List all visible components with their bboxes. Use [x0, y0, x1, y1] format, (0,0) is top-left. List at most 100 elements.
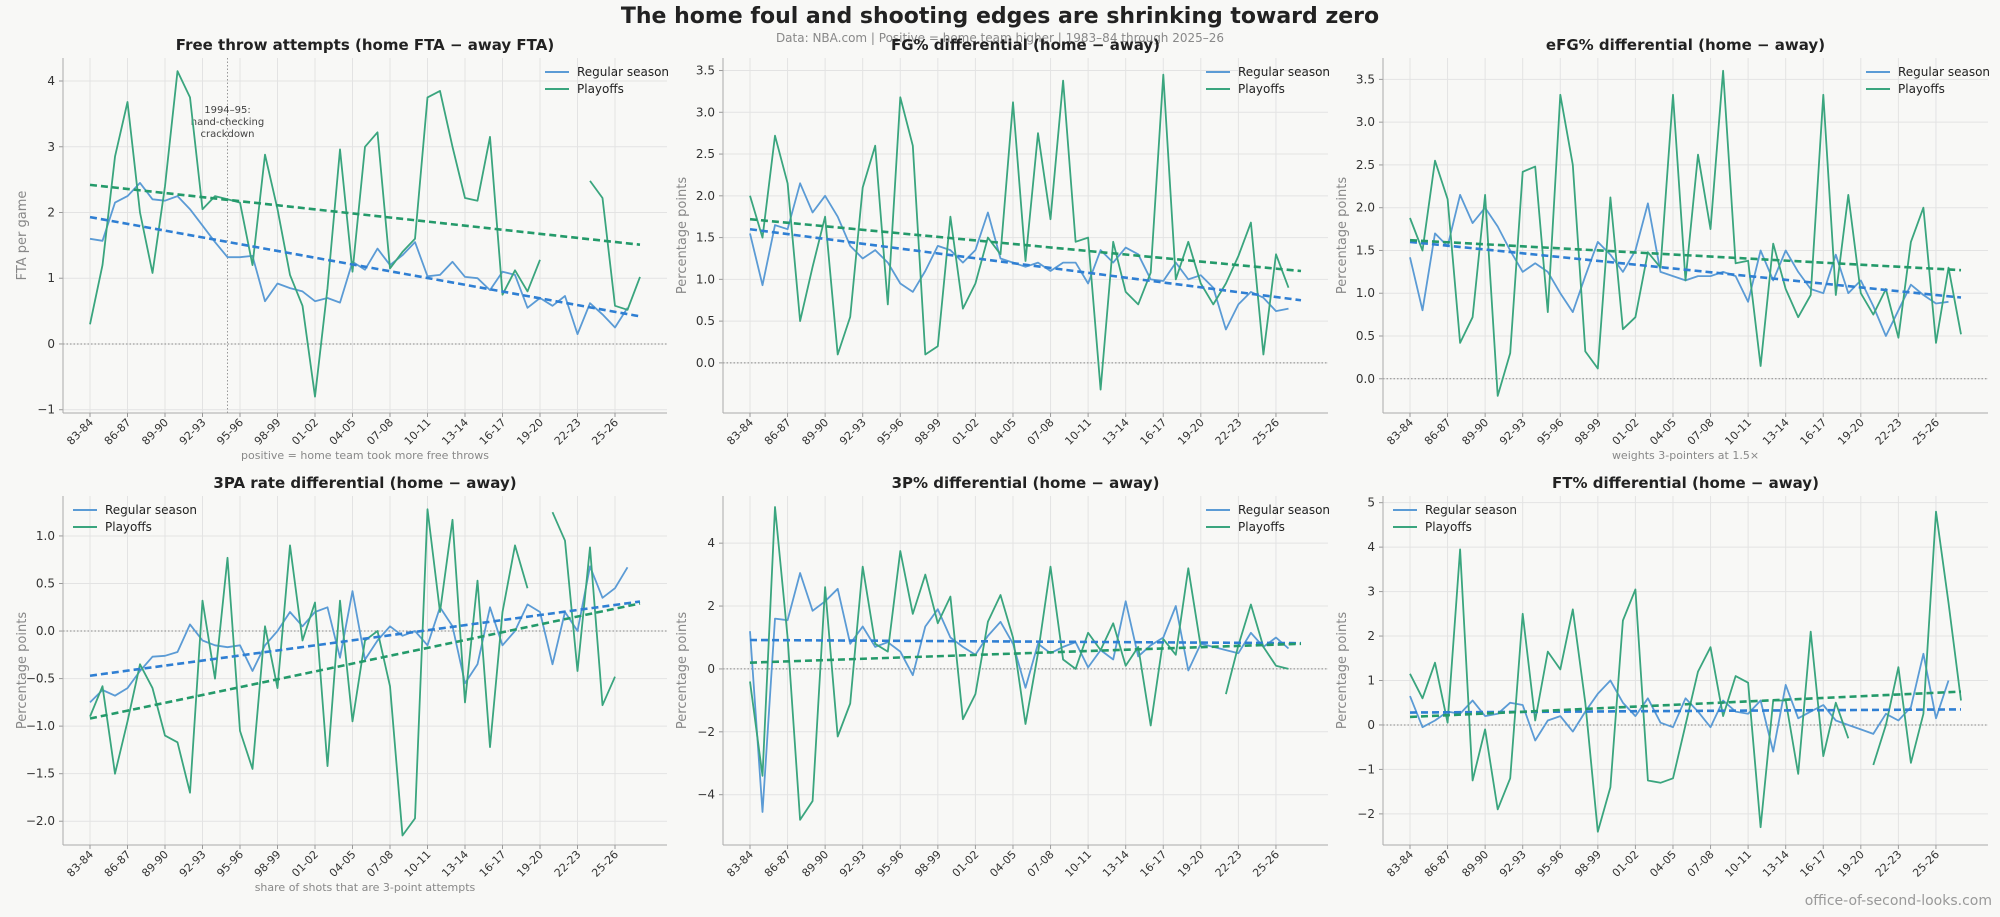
y-tick-label: 1.0: [696, 272, 715, 286]
series-line-playoffs: [749, 73, 1290, 391]
x-tick-label: 10-11: [1722, 848, 1754, 880]
x-tick-label: 95-96: [1535, 848, 1567, 880]
x-tick-label: 89-90: [1459, 416, 1491, 448]
legend-label: Regular season: [577, 65, 669, 79]
legend-label: Playoffs: [105, 520, 152, 534]
y-tick-label: 0.0: [1356, 372, 1375, 386]
legend-label: Regular season: [105, 503, 197, 517]
y-tick-label: 5: [1367, 496, 1375, 510]
x-tick-label: 95-96: [1535, 416, 1567, 448]
y-tick-label: 0.5: [696, 314, 715, 328]
y-tick-label: 3.0: [696, 105, 715, 119]
legend: Regular season Playoffs: [1393, 503, 1517, 534]
series-line-playoffs: [1409, 510, 1962, 833]
annotation-text: crackdown: [200, 129, 254, 140]
x-tick-label: 89-90: [1459, 848, 1491, 880]
x-tick-label: 19-20: [514, 848, 546, 880]
x-tick-label: 92-93: [837, 848, 869, 880]
x-tick-label: 22-23: [1873, 848, 1905, 880]
chart-panel-4: −2.0 −1.5 −1.0 −0.5 0.0 0.5 1.0 83-84 86-87 89-90…: [15, 474, 667, 894]
x-tick-label: 13-14: [1100, 848, 1132, 880]
x-tick-label: 07-08: [1025, 416, 1057, 448]
x-tick-label: 98-99: [912, 848, 944, 880]
x-tick-label: 22-23: [1213, 416, 1245, 448]
x-tick-label: 10-11: [1062, 848, 1094, 880]
x-tick-label: 86-87: [1422, 416, 1454, 448]
x-tick-label: 25-26: [589, 848, 621, 880]
x-tick-label: 16-17: [477, 848, 509, 880]
y-tick-label: −0.5: [26, 672, 55, 686]
y-tick-label: 1.5: [1356, 243, 1375, 257]
chart-title: FG% differential (home − away): [891, 36, 1160, 54]
x-tick-label: 13-14: [1100, 416, 1132, 448]
legend-label: Regular season: [1425, 503, 1517, 517]
series-line-regular-season: [749, 572, 1290, 813]
x-tick-label: 95-96: [875, 416, 907, 448]
chart-panel-6: −2 −1 0 1 2 3 4 5 83-84 86-87 89-90 92-93 95-96 98-99…: [1335, 474, 1988, 880]
y-tick-label: 2: [1367, 629, 1375, 643]
chart-panel-5: −4 −2 0 2 4 83-84 86-87 89-90 92-93 95-96 98-99 01-…: [675, 474, 1330, 880]
x-tick-label: 19-20: [1175, 416, 1207, 448]
legend: Regular season Playoffs: [73, 503, 197, 534]
chart-title: 3PA rate differential (home − away): [213, 474, 516, 492]
x-axis-label: share of shots that are 3-point attempts: [255, 881, 476, 894]
y-tick-label: 3: [1367, 585, 1375, 599]
x-tick-label: 83-84: [1384, 848, 1416, 880]
y-tick-label: −1.0: [26, 719, 55, 733]
trend-line-regular-season: [749, 638, 1302, 645]
y-axis-label: Percentage points: [1335, 177, 1350, 294]
watermark: office-of-second-looks.com: [1804, 893, 1992, 909]
y-tick-label: 2.0: [696, 189, 715, 203]
x-tick-label: 89-90: [799, 848, 831, 880]
y-tick-label: −4: [697, 788, 715, 802]
x-tick-label: 92-93: [177, 848, 209, 880]
y-tick-label: 3: [47, 140, 55, 154]
x-tick-label: 25-26: [1910, 848, 1942, 880]
y-tick-label: 1.5: [696, 231, 715, 245]
legend: Regular season Playoffs: [1206, 503, 1330, 534]
y-tick-label: 0.5: [36, 576, 55, 590]
y-tick-label: 2: [707, 599, 715, 613]
x-tick-label: 10-11: [402, 416, 434, 448]
legend-label: Playoffs: [1898, 82, 1945, 96]
y-tick-label: −1: [1357, 762, 1375, 776]
x-tick-label: 83-84: [724, 416, 756, 448]
page-title: The home foul and shooting edges are shr…: [620, 4, 1380, 29]
legend-label: Regular season: [1238, 65, 1330, 79]
chart-panel-1: −1 0 1 2 3 4 83-84 86-87 89-90 92-93 95-96 98-99 01-…: [15, 36, 669, 462]
trend-line-playoffs: [749, 642, 1302, 664]
y-tick-label: 0.5: [1356, 329, 1375, 343]
trend-line-playoffs: [749, 217, 1302, 273]
x-tick-label: 92-93: [177, 416, 209, 448]
x-tick-label: 16-17: [1798, 416, 1830, 448]
series-line-regular-season: [749, 182, 1289, 331]
legend-label: Playoffs: [1238, 82, 1285, 96]
x-tick-label: 19-20: [1175, 848, 1207, 880]
y-tick-label: −1.5: [26, 767, 55, 781]
x-tick-label: 04-05: [1647, 848, 1679, 880]
legend-label: Regular season: [1238, 503, 1330, 517]
x-tick-label: 25-26: [1250, 848, 1282, 880]
x-tick-label: 95-96: [214, 848, 246, 880]
x-tick-label: 16-17: [1798, 848, 1830, 880]
chart-title: FT% differential (home − away): [1552, 474, 1819, 492]
x-tick-label: 89-90: [139, 848, 171, 880]
legend: Regular season Playoffs: [1866, 65, 1990, 96]
trend-line-playoffs: [89, 183, 641, 246]
x-tick-label: 01-02: [1610, 848, 1642, 880]
y-tick-label: 0: [47, 337, 55, 351]
trend-line-playoffs: [89, 602, 641, 720]
x-tick-label: 13-14: [1760, 848, 1792, 880]
x-tick-label: 89-90: [799, 416, 831, 448]
series-line-regular-season: [89, 182, 629, 335]
series-line-playoffs: [1409, 69, 1962, 397]
x-tick-label: 01-02: [1610, 416, 1642, 448]
y-tick-label: 0: [707, 662, 715, 676]
y-tick-label: 4: [47, 74, 55, 88]
x-tick-label: 83-84: [1384, 416, 1416, 448]
x-tick-label: 07-08: [1685, 416, 1717, 448]
x-tick-label: 19-20: [514, 416, 546, 448]
chart-panel-2: 0.00.51.01.52.02.53.03.583-84 86-87 89-90 9…: [675, 36, 1330, 448]
x-tick-label: 07-08: [1685, 848, 1717, 880]
